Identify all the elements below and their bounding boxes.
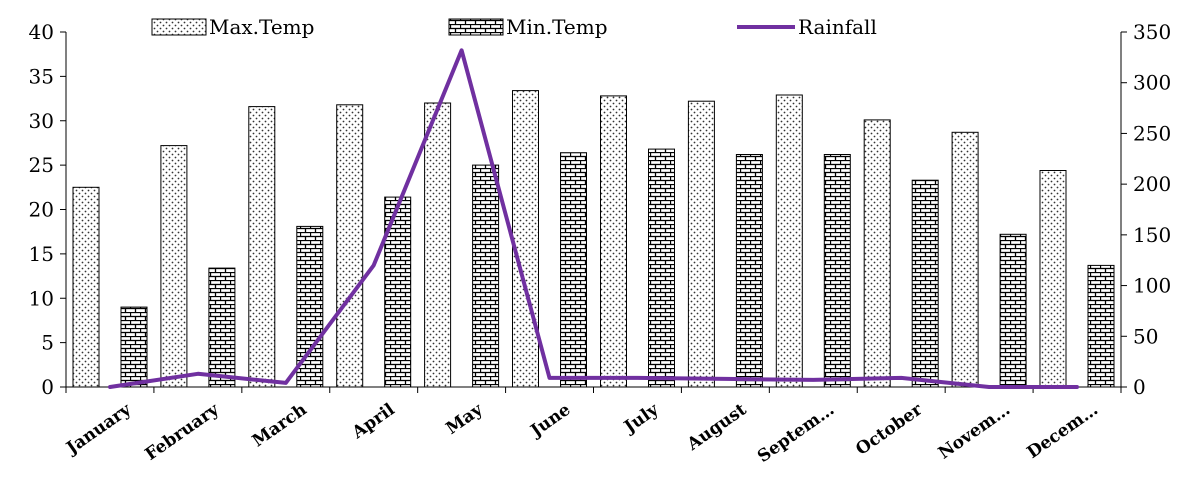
- bar-maxtemp-8: [775, 94, 803, 388]
- y-right-tick-label: 0: [1133, 375, 1146, 399]
- bar-mintemp-8: [823, 154, 851, 388]
- bar-maxtemp-4: [424, 102, 452, 388]
- x-tick-label: June: [526, 400, 575, 443]
- x-tick-label: August: [683, 400, 750, 456]
- y-right-tick-label: 200: [1133, 172, 1171, 196]
- legend-swatch-mintemp: [448, 18, 504, 36]
- y-left-tick-label: 20: [29, 198, 54, 222]
- y-right-tick-label: 350: [1133, 20, 1171, 44]
- bar-maxtemp-10: [951, 131, 979, 388]
- bar-maxtemp-1: [160, 145, 188, 388]
- x-tick-label: February: [142, 399, 224, 465]
- y-left-tick-label: 30: [29, 109, 54, 133]
- y-left-tick-label: 25: [29, 153, 54, 177]
- bar-maxtemp-7: [687, 100, 715, 388]
- bar-maxtemp-11: [1039, 170, 1067, 388]
- x-tick-label: Novem…: [935, 400, 1014, 464]
- bar-mintemp-11: [1087, 264, 1115, 388]
- bar-maxtemp-9: [863, 119, 891, 388]
- x-tick-label: Septem…: [754, 400, 838, 467]
- y-left-tick-label: 40: [29, 20, 54, 44]
- legend-swatch-maxtemp: [151, 18, 207, 36]
- y-right-tick-label: 250: [1133, 121, 1171, 145]
- bar-maxtemp-6: [600, 95, 627, 388]
- y-right-tick-label: 50: [1133, 324, 1158, 348]
- bar-maxtemp-0: [72, 186, 100, 388]
- x-tick-label: April: [348, 399, 399, 443]
- x-tick-label: May: [442, 399, 487, 439]
- bar-mintemp-7: [735, 154, 763, 388]
- x-tick-label: July: [619, 399, 663, 438]
- y-left-tick-label: 15: [29, 242, 54, 266]
- bar-mintemp-1: [208, 267, 236, 388]
- y-left-tick-label: 5: [41, 331, 54, 355]
- x-tick-label: October: [852, 399, 927, 460]
- x-tick-label: Decem…: [1023, 400, 1101, 463]
- bar-mintemp-5: [560, 152, 587, 388]
- bar-maxtemp-3: [336, 104, 364, 388]
- y-right-tick-label: 100: [1133, 274, 1171, 298]
- bar-mintemp-6: [648, 148, 675, 388]
- bar-mintemp-10: [999, 233, 1027, 388]
- y-left-tick-label: 35: [29, 64, 54, 88]
- bar-mintemp-4: [472, 164, 500, 388]
- legend-label-rainfall: Rainfall: [798, 15, 877, 39]
- x-tick-label: January: [61, 399, 135, 459]
- bar-mintemp-9: [911, 179, 939, 388]
- x-tick-label: March: [249, 400, 311, 452]
- bar-mintemp-0: [120, 306, 148, 388]
- line-rainfall: [108, 48, 1079, 389]
- y-left-tick-label: 0: [41, 375, 54, 399]
- legend-label-maxtemp: Max.Temp: [209, 15, 314, 39]
- y-left-tick-label: 10: [29, 286, 54, 310]
- y-right-tick-label: 150: [1133, 223, 1171, 247]
- bar-maxtemp-2: [248, 106, 276, 388]
- y-right-tick-label: 300: [1133, 71, 1171, 95]
- bar-maxtemp-5: [512, 90, 539, 388]
- legend-label-mintemp: Min.Temp: [506, 15, 608, 39]
